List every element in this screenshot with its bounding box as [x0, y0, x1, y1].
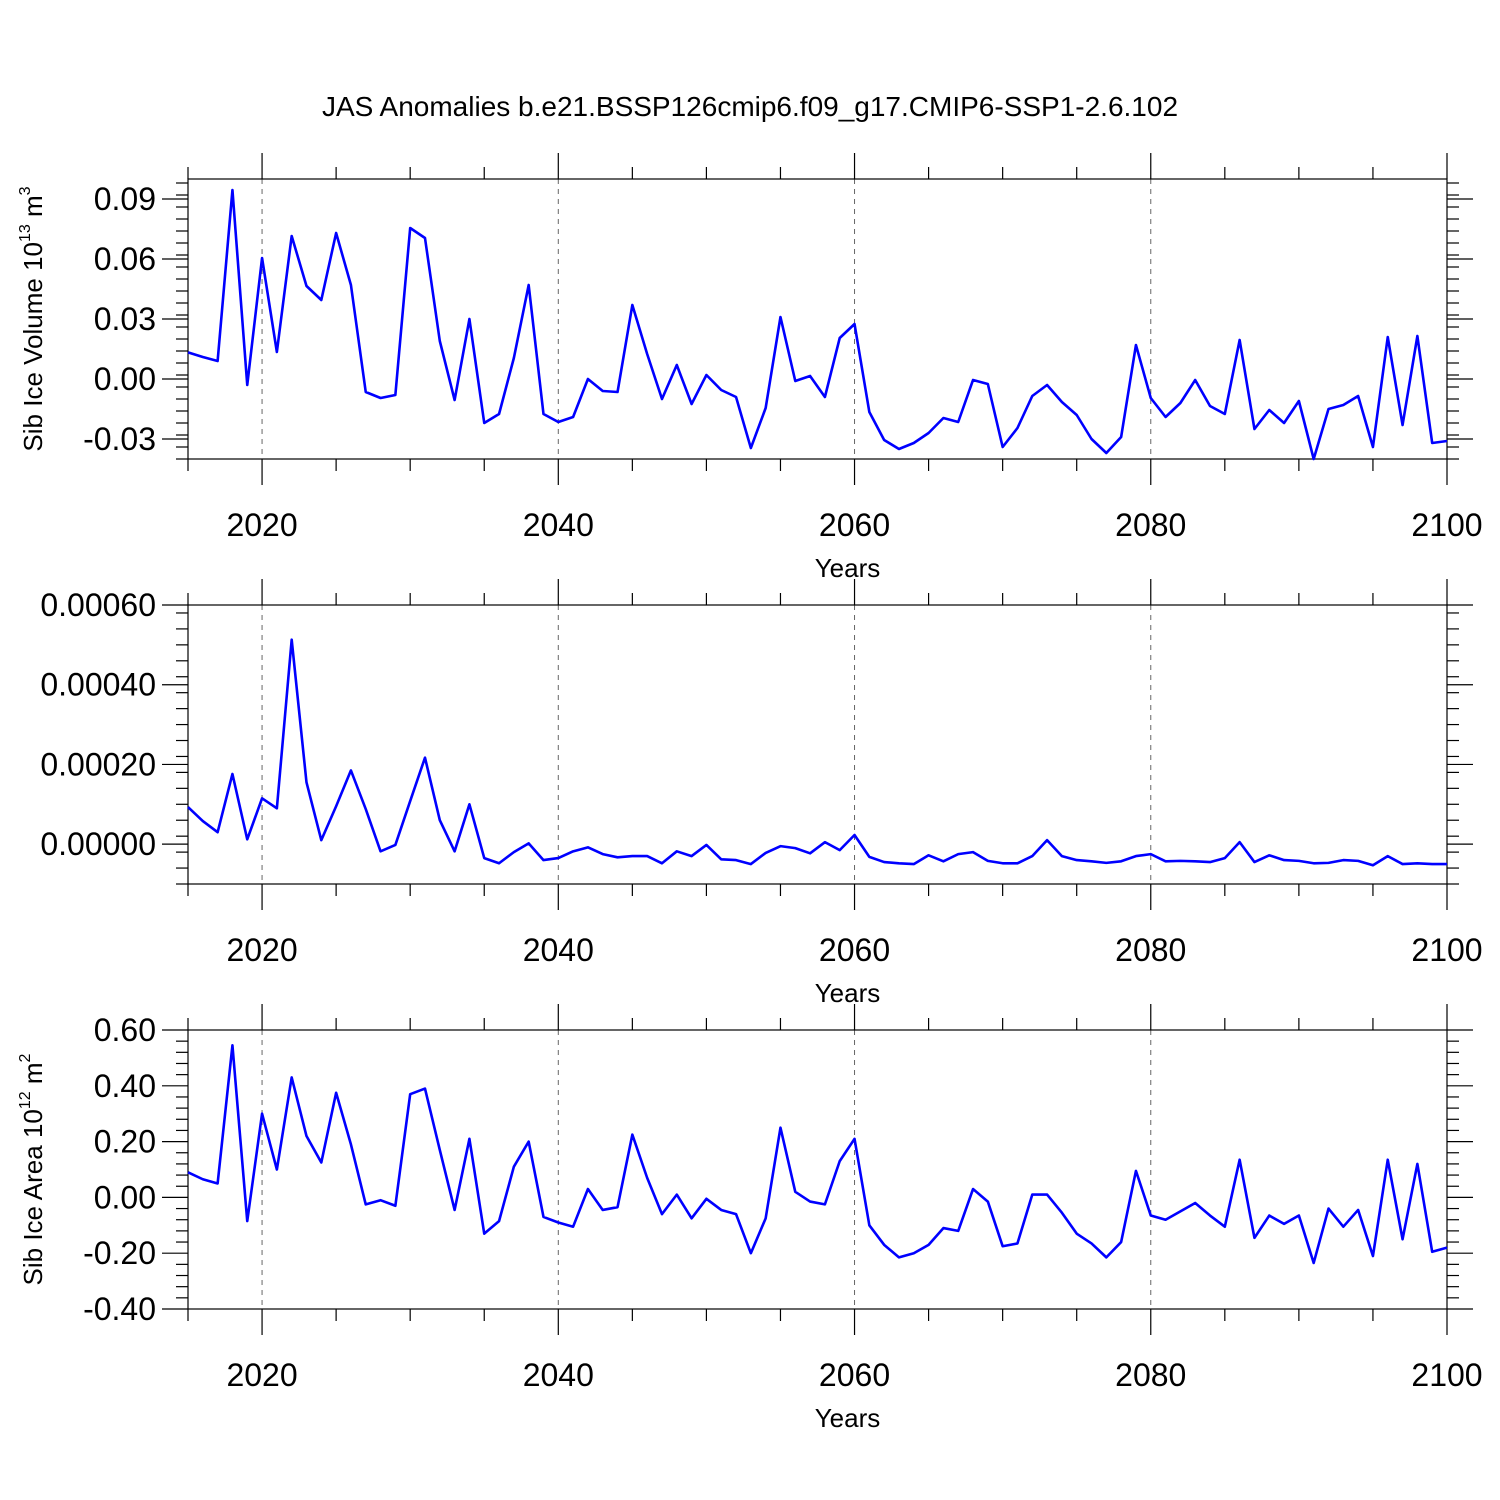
plot-frame [187, 178, 1448, 460]
plot-frame [187, 604, 1448, 885]
y-tick-label: 0.03 [94, 301, 156, 337]
y-axis-label-exponent: 13 [17, 224, 34, 242]
x-tick-label: 2100 [1411, 932, 1482, 968]
x-tick-label: 2060 [819, 507, 890, 543]
y-axis-label-base: Sib Ice Volume 10 [18, 242, 48, 452]
x-axis-label: Years [815, 978, 881, 1008]
y-axis-label-unit: m [18, 195, 48, 224]
y-tick-label: -0.03 [83, 421, 156, 457]
x-tick-label: 2060 [819, 932, 890, 968]
series-line [187, 1044, 1448, 1265]
panels: 2020 2040 2060 2080 2100 -0.03 0.00 0.03 0.06 0.0… [17, 153, 1483, 1433]
y-tick-label: 0.40 [94, 1068, 156, 1104]
x-tick-label: 2040 [523, 507, 594, 543]
x-tick-label: 2040 [523, 932, 594, 968]
x-axis-label: Years [815, 1403, 881, 1433]
y-axis-label-unit: m [18, 1062, 48, 1091]
x-tick-label: 2020 [226, 1357, 297, 1393]
x-tick-label: 2080 [1115, 507, 1186, 543]
y-axis-label: Sib Ice Volume 1013 m3 [17, 186, 48, 451]
y-axis-label-unit-exponent: 2 [17, 1053, 34, 1062]
y-tick-label: 0.06 [94, 241, 156, 277]
x-tick-label: 2100 [1411, 1357, 1482, 1393]
y-tick-label: 0.00 [94, 1179, 156, 1215]
y-tick-label: 0.00 [94, 361, 156, 397]
x-tick-label: 2080 [1115, 1357, 1186, 1393]
y-tick-label: 0.09 [94, 181, 156, 217]
y-axis-label-unit-exponent: 3 [17, 186, 34, 195]
series-line [187, 188, 1448, 461]
y-tick-label: 0.00060 [40, 587, 156, 623]
y-tick-label: 0.00000 [40, 826, 156, 862]
series-line [187, 638, 1447, 867]
plot-frame [187, 1029, 1448, 1310]
y-tick-label: -0.20 [83, 1235, 156, 1271]
y-axis-label: Sib Ice Area 1012 m2 [17, 1053, 48, 1285]
x-tick-label: 2020 [226, 507, 297, 543]
panel-1: 2020 2040 2060 2080 2100 -0.03 0.00 0.03 0.06 0.0… [17, 153, 1483, 583]
x-tick-label: 2040 [523, 1357, 594, 1393]
x-tick-label: 2020 [226, 932, 297, 968]
y-tick-label: 0.60 [94, 1012, 156, 1048]
y-axis-label-exponent: 12 [17, 1091, 34, 1109]
y-tick-label: 0.20 [94, 1124, 156, 1160]
x-tick-label: 2080 [1115, 932, 1186, 968]
panel-3: 2020 2040 2060 2080 2100 -0.40 -0.20 0.00 0.20 0.… [17, 1004, 1483, 1433]
panel-2: 2020 2040 2060 2080 2100 0.00000 0.00020 0.0004… [40, 579, 1483, 1008]
y-tick-label: -0.40 [83, 1291, 156, 1327]
x-tick-label: 2060 [819, 1357, 890, 1393]
x-tick-label: 2100 [1411, 507, 1482, 543]
y-tick-label: 0.00040 [40, 667, 156, 703]
y-axis-label-base: Sib Ice Area 10 [18, 1109, 48, 1285]
figure-title: JAS Anomalies b.e21.BSSP126cmip6.f09_g17… [322, 91, 1178, 122]
x-axis-label: Years [815, 553, 881, 583]
y-tick-label: 0.00020 [40, 746, 156, 782]
